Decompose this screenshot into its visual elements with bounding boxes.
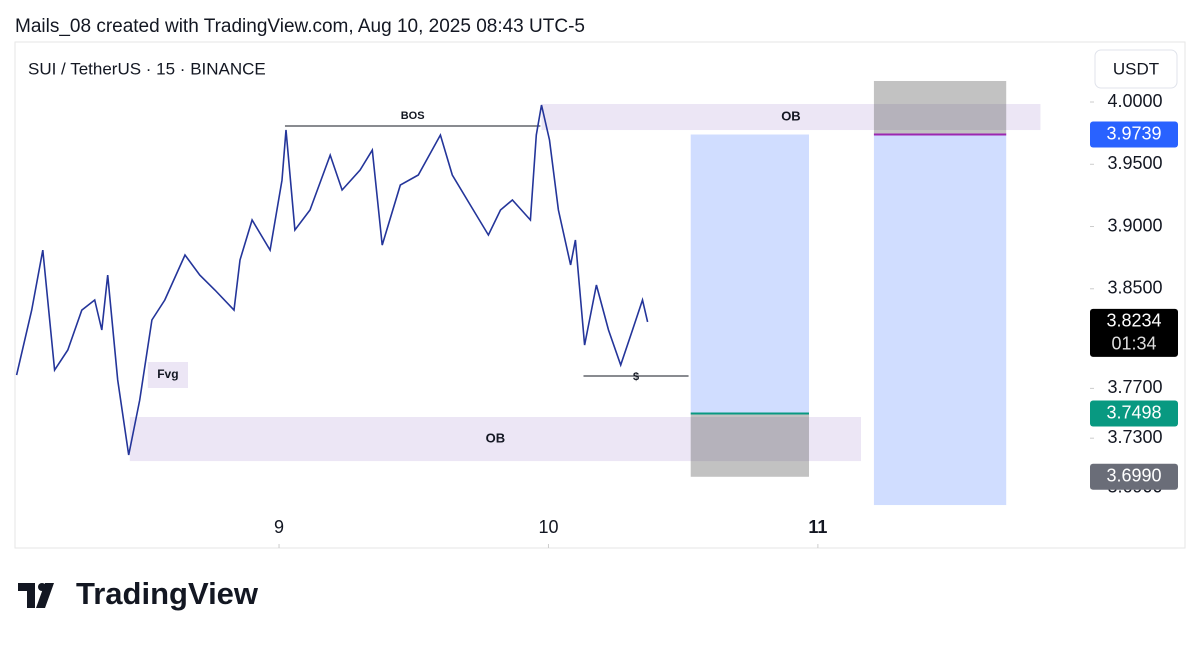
plot-area: OB OB Fvg BOS $ — [15, 80, 1041, 506]
price-tag-label: 3.9739 — [1106, 123, 1161, 143]
price-tag — [1090, 400, 1178, 427]
currency-box — [1094, 49, 1178, 89]
logo-icon — [18, 583, 54, 608]
target-area — [690, 134, 809, 414]
price-line — [15, 104, 649, 456]
x-tick-label: 9 — [274, 517, 284, 537]
zone — [129, 417, 861, 462]
price-tag-label: 3.7498 — [1106, 402, 1161, 422]
zone — [147, 361, 188, 389]
x-tick-label: 10 — [538, 517, 558, 537]
zone-label: OB — [781, 108, 801, 123]
price-tag — [1090, 463, 1178, 490]
annotation-label: $ — [633, 371, 639, 383]
price-tag-sublabel: 01:34 — [1111, 334, 1156, 354]
x-tick-label: 11 — [808, 517, 827, 537]
zone-label: OB — [486, 430, 506, 445]
y-tick-label: 3.8500 — [1107, 278, 1162, 298]
price-tag-label: 3.6990 — [1106, 466, 1161, 486]
y-tick-label: 3.7300 — [1107, 427, 1162, 447]
stop-area — [873, 80, 1007, 135]
logo — [18, 583, 54, 608]
target-area — [873, 134, 1007, 506]
chart-title: SUI / TetherUS · 15 · BINANCE — [28, 59, 266, 78]
zone — [541, 104, 1041, 131]
brand: TradingView — [76, 576, 259, 611]
y-tick-label: 4.0000 — [1107, 91, 1162, 111]
y-tick-label: 3.7700 — [1107, 377, 1162, 397]
chart-frame — [14, 41, 1186, 549]
stop-area — [690, 413, 809, 477]
y-tick-label: 3.9500 — [1107, 153, 1162, 173]
annotation-label: BOS — [401, 110, 425, 122]
zone-label: Fvg — [157, 367, 178, 381]
logo-dot — [38, 583, 46, 591]
price-tag — [1090, 121, 1178, 148]
price-tag — [1090, 308, 1178, 357]
y-tick-label: 3.9000 — [1107, 215, 1162, 235]
y-axis-label: USDT — [1113, 59, 1159, 78]
price-tag-label: 3.8234 — [1106, 311, 1161, 331]
caption: Mails_08 created with TradingView.com, A… — [15, 16, 585, 37]
